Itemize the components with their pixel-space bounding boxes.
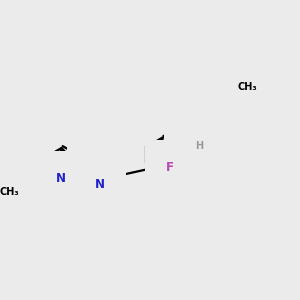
Text: N: N (56, 172, 66, 185)
Text: N: N (95, 178, 105, 191)
Text: O: O (25, 176, 34, 189)
Text: F: F (166, 161, 174, 174)
Text: N: N (186, 131, 196, 144)
Text: Cl: Cl (222, 53, 235, 66)
Text: O: O (195, 116, 205, 129)
Text: H: H (195, 141, 203, 151)
Text: O: O (222, 71, 232, 84)
Text: N: N (88, 157, 98, 169)
Text: CH₃: CH₃ (237, 82, 257, 92)
Text: CH₃: CH₃ (0, 187, 19, 197)
